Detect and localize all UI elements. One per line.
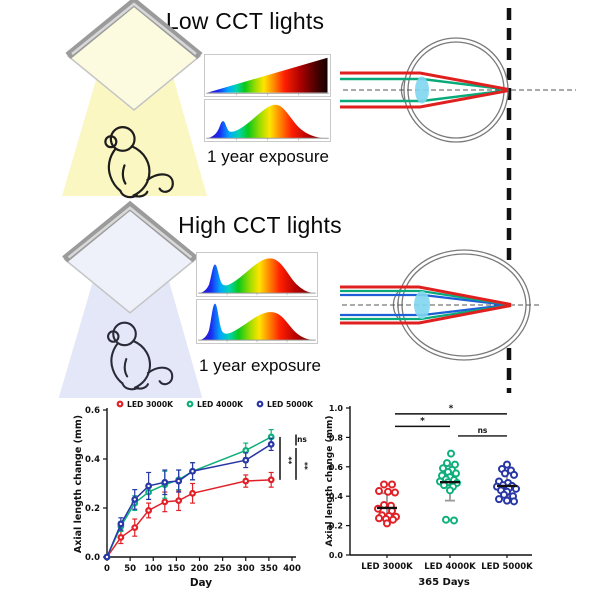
eye-diagrams [340,8,576,393]
monkey-icon [104,126,174,199]
svg-text:Axial length change (mm): Axial length change (mm) [73,415,84,553]
svg-text:LED 3000K: LED 3000K [361,562,413,572]
spectrum-chart-cool-led-b [196,299,318,344]
spectrum-chart-warm-led [204,99,331,142]
svg-text:LED 4000K: LED 4000K [197,400,244,409]
svg-text:0.8: 0.8 [329,433,344,442]
svg-text:0.0: 0.0 [85,553,100,563]
svg-text:0.6: 0.6 [85,406,100,416]
lamp-icon [63,204,197,314]
svg-text:*: * [420,416,425,426]
svg-text:150: 150 [168,564,186,574]
svg-text:Axial length change (mm): Axial length change (mm) [325,416,335,547]
svg-text:0.2: 0.2 [329,522,343,531]
high-cct-title: High CCT lights [178,212,342,238]
low-cct-lamp-and-beam [62,0,207,196]
red-ray [340,285,512,325]
svg-text:350: 350 [260,564,278,574]
svg-text:0.0: 0.0 [329,551,344,560]
lamp-icon [66,1,202,111]
svg-text:0: 0 [104,564,110,574]
spectrum-chart-cool-led-a [196,252,318,297]
low-exposure-label: 1 year exposure [207,147,329,166]
axial-length-scatter-chart: 0.0 0.2 0.4 0.6 0.8 1.0 LED 3000K LED 4000K LED … [325,404,533,588]
svg-text:0.6: 0.6 [329,463,344,472]
svg-text:**: ** [284,456,293,464]
high-exposure-label: 1 year exposure [199,356,321,375]
svg-text:50: 50 [124,564,136,574]
svg-text:250: 250 [214,564,232,574]
svg-text:LED 3000K: LED 3000K [127,400,174,409]
svg-text:365 Days: 365 Days [418,577,470,588]
svg-text:LED 4000K: LED 4000K [424,562,476,572]
svg-text:200: 200 [191,564,209,574]
svg-text:0.4: 0.4 [329,492,344,501]
svg-text:*: * [449,404,454,414]
svg-text:LED 5000K: LED 5000K [267,400,314,409]
crystalline-lens [414,291,430,319]
eye-diagram-normal [340,37,576,143]
svg-text:300: 300 [237,564,255,574]
svg-text:**: ** [300,462,309,470]
monkey-icon [107,321,174,391]
green-ray [340,289,507,321]
svg-text:400: 400 [283,564,301,574]
axial-length-line-chart: 0 50 100 150 200 250 300 350 400 0.0 0.2 0.4 0.6 Day A… [73,400,314,589]
svg-text:1.0: 1.0 [329,404,344,413]
svg-text:0.4: 0.4 [85,455,100,465]
svg-text:0.2: 0.2 [85,504,100,514]
high-cct-lamp-and-beam [58,200,203,398]
light-beam [58,269,203,398]
crystalline-lens [415,76,429,104]
svg-text:Day: Day [190,577,212,589]
svg-text:LED 5000K: LED 5000K [481,562,533,572]
svg-text:ns: ns [478,426,488,435]
low-cct-title: Low CCT lights [165,8,325,34]
red-ray [340,71,509,109]
light-beam [62,66,207,196]
spectrum-chart-blackbody-ramp [204,54,331,97]
svg-text:ns: ns [297,435,307,444]
svg-text:100: 100 [144,564,162,574]
eye-diagram-elongated [340,249,542,361]
